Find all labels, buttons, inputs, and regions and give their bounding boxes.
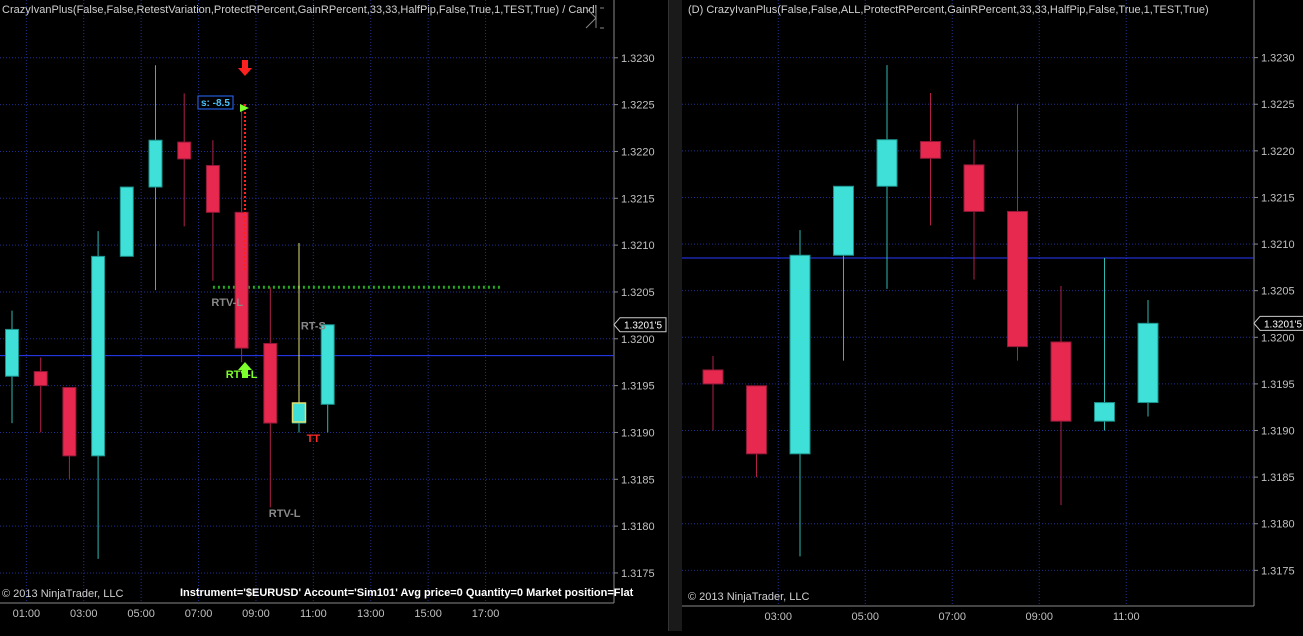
copyright: © 2013 NinjaTrader, LLC: [688, 591, 809, 603]
y-tick-label: 1.3210: [1261, 239, 1295, 251]
candle-body: [205, 165, 220, 213]
x-tick-label: 09:00: [1025, 611, 1053, 623]
scale-icon: [585, 7, 604, 29]
candle-body: [789, 254, 811, 455]
stop-label: s: -8.5: [201, 98, 230, 109]
x-tick-label: 09:00: [242, 608, 270, 620]
y-tick-label: 1.3195: [621, 381, 655, 393]
y-tick-label: 1.3215: [1261, 192, 1295, 204]
y-tick-label: 1.3230: [1261, 53, 1295, 65]
x-tick-label: 07:00: [185, 608, 213, 620]
buy-arrow-icon: [238, 362, 252, 378]
candle-body: [263, 342, 278, 424]
x-tick-label: 05:00: [127, 608, 155, 620]
candle-body: [177, 141, 192, 160]
indicator-title: CrazyIvanPlus(False,False,RetestVariatio…: [2, 4, 597, 16]
signal-label: RTV-L: [269, 508, 301, 520]
y-tick-label: 1.3205: [621, 287, 655, 299]
candle-body: [1137, 322, 1159, 404]
y-tick-label: 1.3200: [1261, 332, 1295, 344]
candle-body: [320, 324, 335, 405]
y-tick-label: 1.3180: [621, 521, 655, 533]
left-chart-panel[interactable]: 1.3230 1.3225 1.3220 1.3215 1.3210 1.3205 1.32…: [0, 0, 668, 631]
signal-label: RTV-L: [226, 369, 258, 381]
right-chart-panel[interactable]: 1.3230 1.3225 1.3220 1.3215 1.3210 1.3205 1.32…: [682, 0, 1303, 631]
candle-body: [1050, 341, 1072, 422]
y-tick-label: 1.3200: [621, 334, 655, 346]
y-tick-label: 1.3225: [621, 100, 655, 112]
candle-body: [1007, 210, 1028, 348]
x-tick-label: 11:00: [1113, 611, 1140, 623]
left-chart[interactable]: 1.3230 1.3225 1.3220 1.3215 1.3210 1.3205 1.32…: [0, 0, 668, 631]
y-tick-label: 1.3175: [1261, 565, 1295, 577]
signal-label: RT-S: [301, 320, 326, 332]
y-tick-label: 1.3220: [1261, 146, 1295, 158]
y-tick-label: 1.3190: [621, 427, 655, 439]
candle-body: [33, 371, 48, 387]
x-tick-label: 03:00: [764, 611, 792, 623]
x-tick-label: 01:00: [13, 608, 41, 620]
x-tick-label: 05:00: [851, 611, 879, 623]
y-tick-label: 1.3185: [621, 474, 655, 486]
candle-body: [62, 386, 77, 457]
current-price-label: 1.3201'5: [624, 321, 662, 332]
y-tick-label: 1.3180: [1261, 519, 1295, 531]
y-tick-label: 1.3205: [1261, 286, 1295, 298]
y-tick-label: 1.3215: [621, 193, 655, 205]
copyright: © 2013 NinjaTrader, LLC: [2, 588, 123, 600]
candle-body: [119, 186, 134, 257]
x-tick-label: 13:00: [357, 608, 385, 620]
candle-body: [234, 211, 249, 349]
stop-label-box: [197, 95, 234, 110]
signal-label: RTV-L: [211, 297, 243, 309]
candle-body: [876, 139, 898, 187]
x-tick-label: 11:00: [300, 608, 327, 620]
candle-body: [91, 255, 106, 457]
x-tick-label: 07:00: [938, 611, 966, 623]
x-tick-label: 17:00: [472, 608, 500, 620]
sell-arrow-icon: [238, 60, 252, 76]
candle-body: [833, 185, 854, 256]
y-tick-label: 1.3190: [1261, 426, 1295, 438]
candle-body: [746, 385, 767, 455]
y-tick-label: 1.3230: [621, 53, 655, 65]
account-info: Instrument='$EURUSD' Account='Sim101' Av…: [180, 587, 634, 599]
current-price-marker: [613, 317, 667, 333]
y-tick-label: 1.3195: [1261, 379, 1295, 391]
candle-body: [920, 141, 941, 159]
current-price-label: 1.3201'5: [1264, 319, 1302, 330]
indicator-title: (D) CrazyIvanPlus(False,False,ALL,Protec…: [688, 4, 1209, 16]
y-tick-label: 1.3185: [1261, 472, 1295, 484]
right-chart[interactable]: 1.3230 1.3225 1.3220 1.3215 1.3210 1.3205 1.32…: [682, 0, 1303, 631]
entry-triangle-icon: [240, 104, 249, 112]
candle-body: [5, 328, 19, 377]
candle-body: [702, 369, 724, 385]
y-tick-label: 1.3210: [621, 240, 655, 252]
x-tick-label: 03:00: [70, 608, 98, 620]
candle-body: [1094, 402, 1115, 422]
candle-body: [963, 164, 985, 212]
current-price-marker: [1253, 315, 1303, 331]
y-tick-label: 1.3175: [621, 568, 655, 580]
y-tick-label: 1.3220: [621, 146, 655, 158]
y-tick-label: 1.3225: [1261, 99, 1295, 111]
highlight-candle: [291, 402, 307, 423]
signal-label: TT: [307, 433, 321, 445]
candle-body: [148, 139, 163, 188]
x-tick-label: 15:00: [414, 608, 442, 620]
